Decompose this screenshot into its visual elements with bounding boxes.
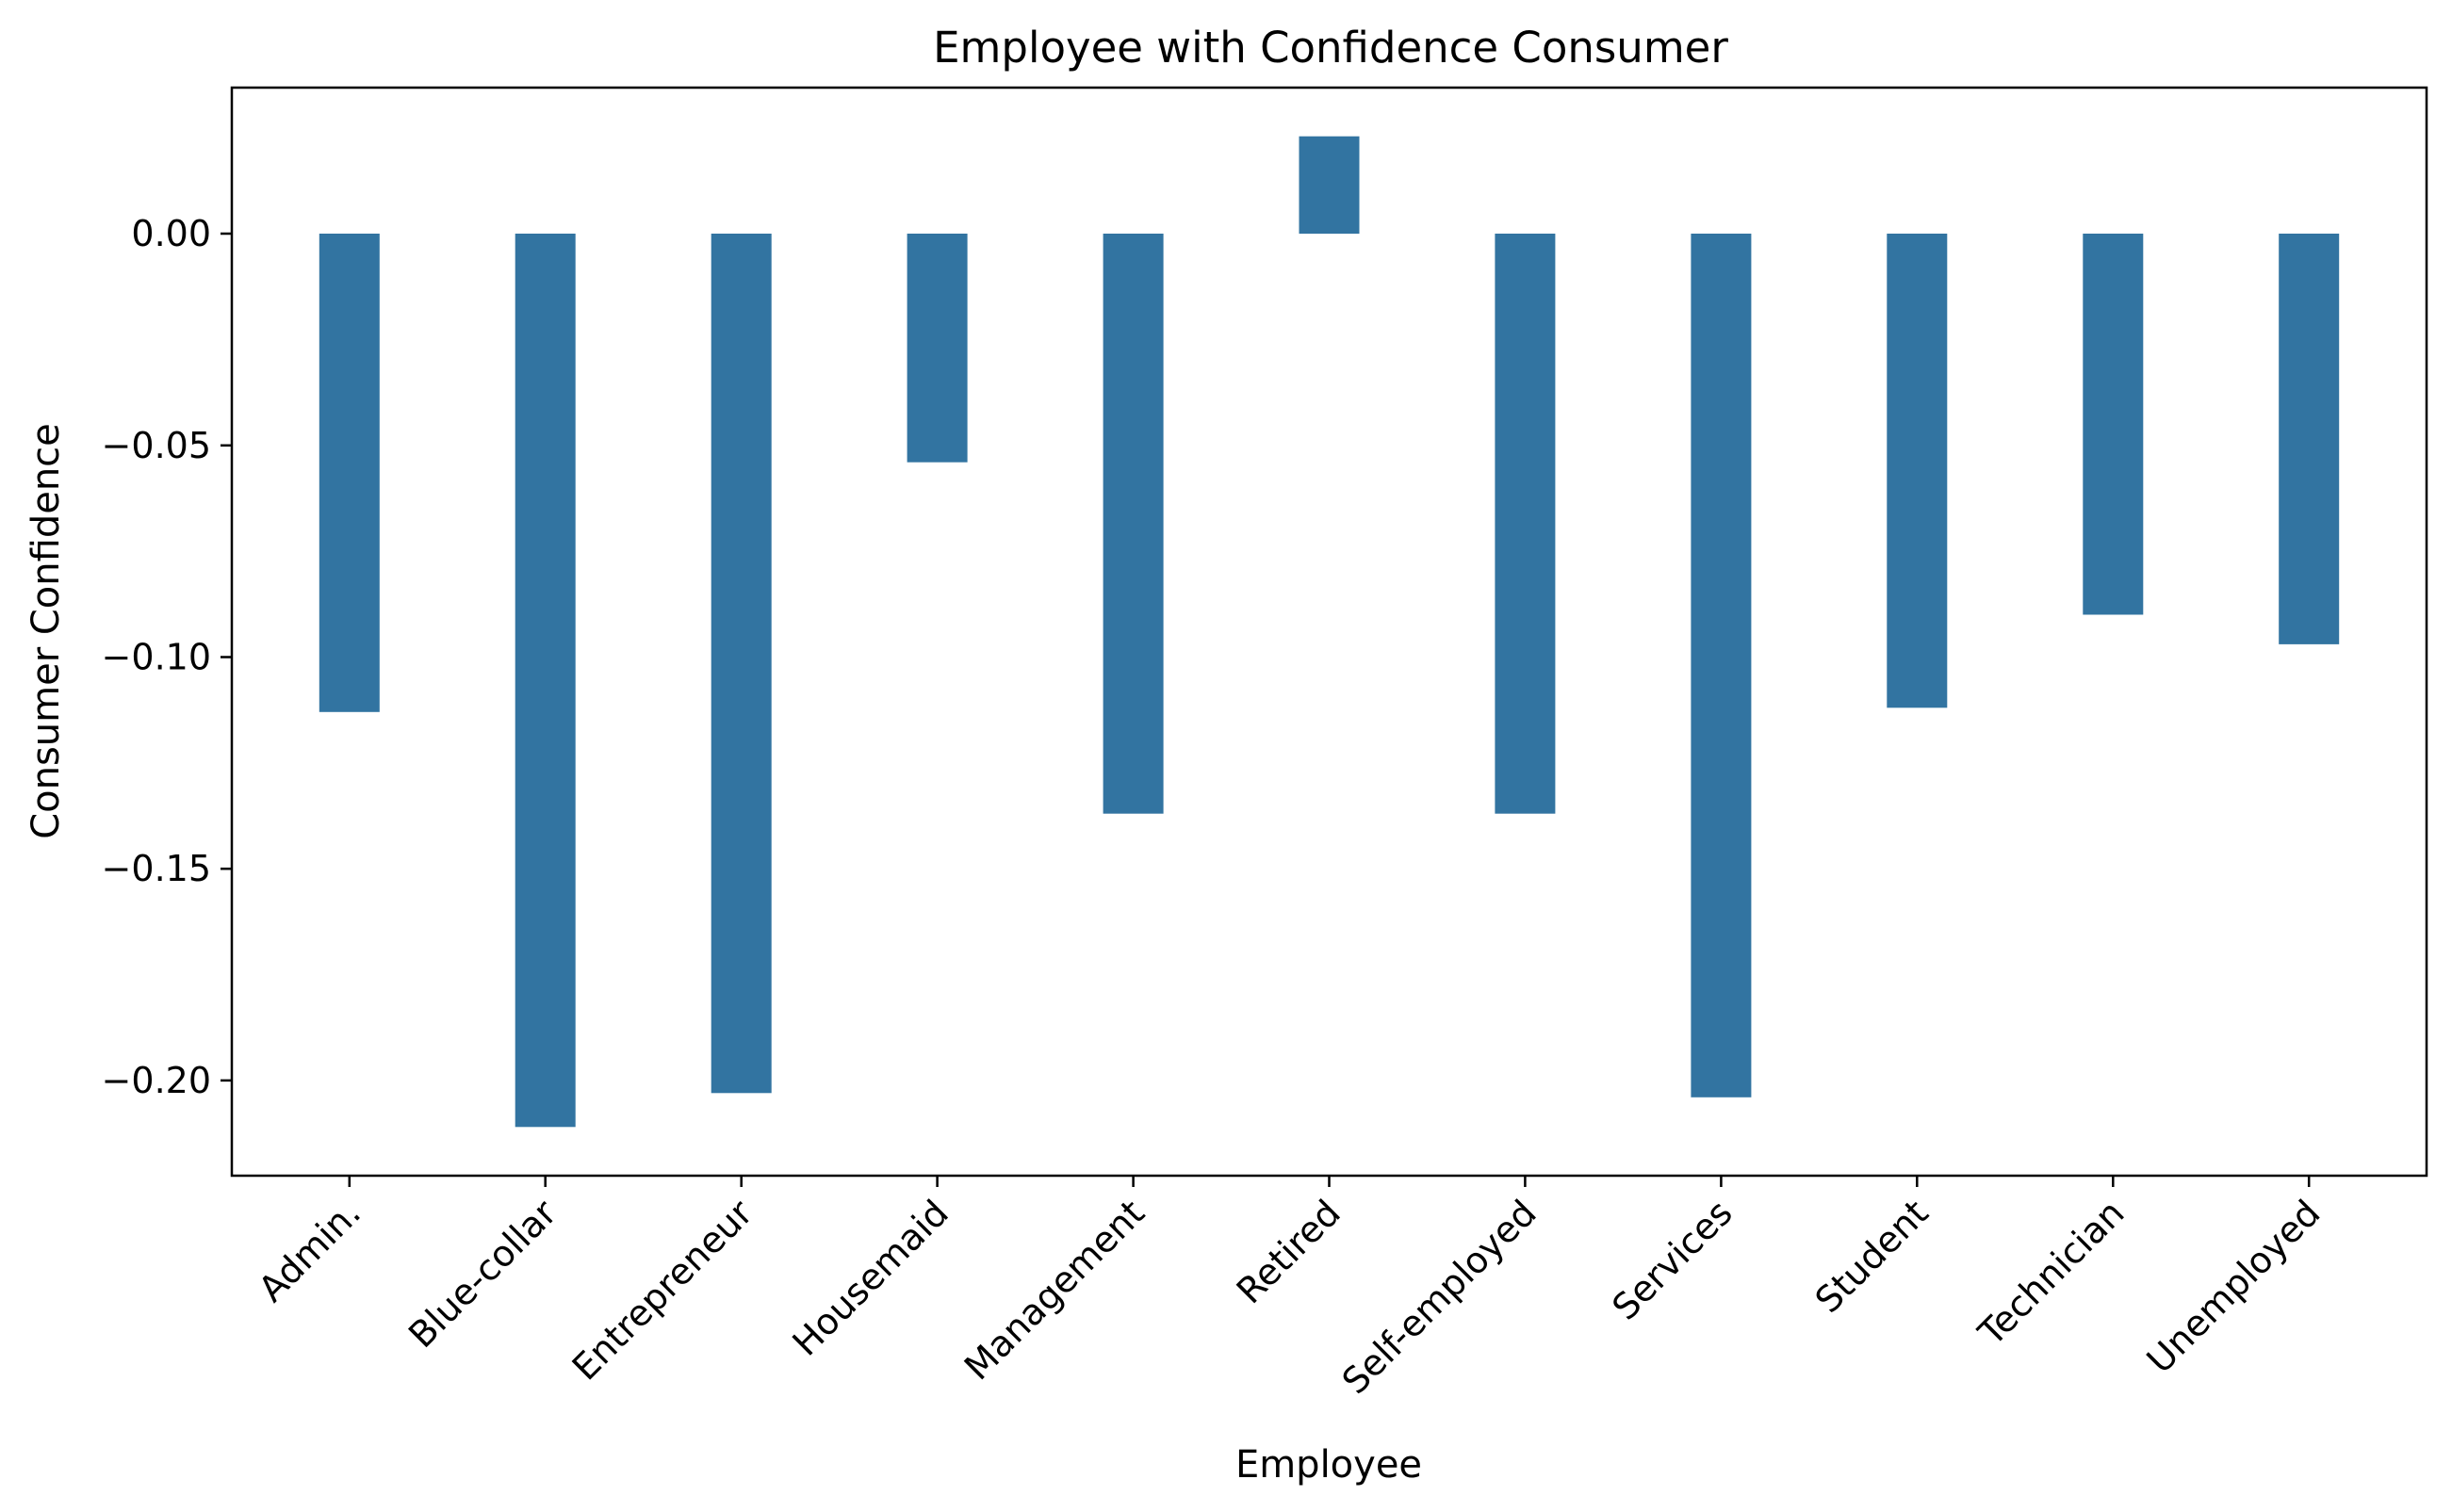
y-tick-label: −0.15 [102,848,211,889]
chart-title: Employee with Confidence Consumer [933,23,1728,73]
bar-student [1887,234,1948,708]
bar-services [1691,234,1752,1097]
y-tick-label: −0.10 [102,637,211,678]
bar-retired [1299,136,1360,235]
bar-blue-collar [515,234,576,1128]
plot-area-frame [230,86,2428,1178]
bar-self-employed [1495,234,1556,814]
bar-unemployed [2279,234,2340,644]
y-axis-ticks: 0.00 −0.05 −0.10 −0.15 −0.20 [102,213,232,1101]
bar-management [1103,234,1164,814]
bar-admin [319,234,380,712]
y-tick-label: 0.00 [131,213,211,254]
y-tick-label: −0.20 [102,1060,211,1101]
bars [319,136,2340,1128]
y-axis-label: Consumer Confidence [25,423,68,839]
x-axis-label: Employee [1235,1443,1422,1487]
bar-technician [2083,234,2144,615]
bar-entrepreneur [711,234,772,1094]
y-tick-label: −0.05 [102,425,211,466]
bar-housemaid [907,234,968,463]
